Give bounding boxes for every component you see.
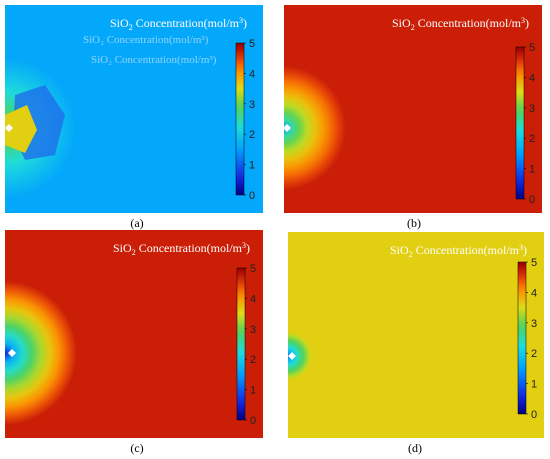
colorbar-tick-label-d-3: 3: [531, 318, 537, 330]
source-point-d: [288, 352, 296, 360]
colorbar-a: [235, 42, 245, 196]
heatmap-b-source-gradient: [284, 5, 346, 213]
source-point-c: [8, 349, 16, 357]
chart-title-b: SiO2 Concentration(mol/m3): [392, 16, 529, 32]
heatmap-a-svg: SiO₂ Concentration(mol/m³) SiO₂ Concentra…: [5, 5, 263, 213]
heatmap-b-svg: SiO2 Concentration(mol/m3) 0 1 2 3 4 5: [284, 5, 542, 213]
colorbar-tick-label-b-3: 3: [529, 103, 535, 115]
heatmap-panel-a: SiO₂ Concentration(mol/m³) SiO₂ Concentra…: [5, 5, 263, 213]
colorbar-tick-label-c-3: 3: [250, 324, 256, 336]
source-point-b: [284, 124, 291, 132]
colorbar-tick-label-a-3: 3: [249, 99, 255, 111]
heatmap-d-background: [288, 232, 544, 438]
colorbar-tick-label-b-1: 1: [529, 164, 535, 176]
colorbar-tick-label-c-5: 5: [250, 263, 256, 275]
colorbar-tick-label-a-5: 5: [249, 38, 255, 50]
heatmap-panel-c: SiO2 Concentration(mol/m3) 0 1 2 3 4 5: [5, 230, 263, 438]
colorbar-tick-label-d-1: 1: [531, 379, 537, 391]
colorbar-tick-label-a-2: 2: [249, 129, 255, 141]
panel-label-d: (d): [408, 441, 422, 455]
colorbar-tick-label-b-0: 0: [529, 194, 535, 206]
colorbar-tick-label-a-0: 0: [249, 190, 255, 202]
colorbar-tick-label-d-2: 2: [531, 348, 537, 360]
colorbar-tick-label-c-4: 4: [250, 293, 256, 305]
colorbar-d: [517, 261, 527, 415]
colorbar-b: [515, 46, 525, 200]
colorbar-tick-label-b-2: 2: [529, 133, 535, 145]
colorbar-c: [236, 267, 246, 421]
colorbar-tick-label-d-4: 4: [531, 287, 537, 299]
heatmap-panel-d: SiO2 Concentration(mol/m3) 0 1 2 3 4 5: [288, 232, 544, 438]
chart-title-d: SiO2 Concentration(mol/m3): [390, 243, 527, 259]
heatmap-c-source-gradient: [5, 230, 77, 438]
panel-label-b: (b): [407, 216, 421, 230]
heatmap-panel-b: SiO2 Concentration(mol/m3) 0 1 2 3 4 5: [284, 5, 542, 213]
colorbar-tick-label-c-2: 2: [250, 354, 256, 366]
panel-label-c: (c): [130, 441, 144, 455]
colorbar-tick-label-a-1: 1: [249, 160, 255, 172]
colorbar-tick-label-c-1: 1: [250, 385, 256, 397]
plume-core-a: [5, 105, 37, 153]
colorbar-tick-label-a-4: 4: [249, 68, 255, 80]
heatmap-d-source-gradient: [288, 232, 312, 438]
ghost-text-a-1: SiO₂ Concentration(mol/m³): [83, 34, 209, 46]
chart-title-c: SiO2 Concentration(mol/m3): [113, 241, 250, 257]
ghost-text-a-2: SiO₂ Concentration(mol/m³): [91, 54, 217, 66]
panel-label-a: (a): [130, 216, 144, 230]
heatmap-d-svg: SiO2 Concentration(mol/m3) 0 1 2 3 4 5: [288, 232, 544, 438]
colorbar-tick-label-c-0: 0: [250, 415, 256, 427]
chart-title-a: SiO2 Concentration(mol/m3): [110, 16, 247, 32]
colorbar-tick-label-d-5: 5: [531, 257, 537, 269]
source-point-a: [5, 124, 13, 132]
colorbar-tick-label-d-0: 0: [531, 409, 537, 421]
colorbar-tick-label-b-4: 4: [529, 72, 535, 84]
colorbar-tick-label-b-5: 5: [529, 42, 535, 54]
heatmap-c-svg: SiO2 Concentration(mol/m3) 0 1 2 3 4 5: [5, 230, 263, 438]
